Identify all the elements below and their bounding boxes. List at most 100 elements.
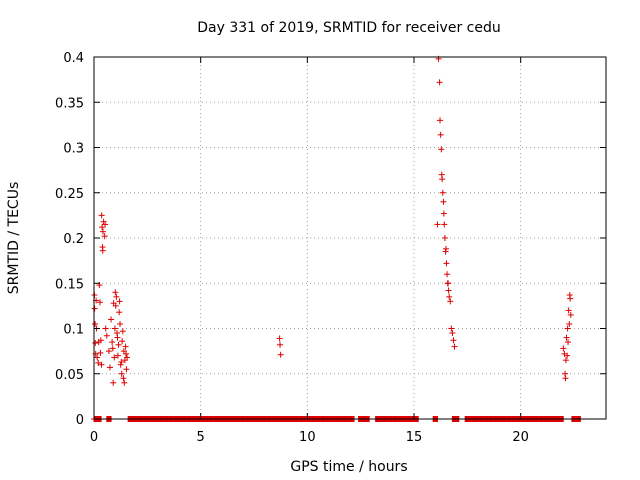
data-point xyxy=(567,295,574,302)
data-point xyxy=(116,298,123,305)
x-tick-label: 5 xyxy=(197,430,205,445)
data-point xyxy=(567,311,574,318)
y-axis-label: SRMTID / TECUs xyxy=(6,182,22,295)
data-point xyxy=(563,334,570,341)
data-point xyxy=(123,366,130,373)
data-point xyxy=(117,361,124,368)
data-point xyxy=(276,335,283,342)
x-tick-label: 10 xyxy=(299,430,316,445)
y-tick-label: 0.1 xyxy=(63,323,84,338)
data-point xyxy=(564,352,571,359)
data-point xyxy=(103,332,110,339)
data-point xyxy=(98,361,105,368)
data-point xyxy=(451,343,458,350)
y-tick-label: 0 xyxy=(76,413,84,428)
data-point xyxy=(97,337,104,344)
y-tick-label: 0.15 xyxy=(55,277,84,292)
data-point xyxy=(102,325,109,332)
data-point xyxy=(560,345,567,352)
y-tick-label: 0.4 xyxy=(63,51,84,66)
data-point xyxy=(111,354,118,361)
data-point xyxy=(112,289,119,296)
data-point xyxy=(441,221,448,228)
data-point xyxy=(566,320,573,327)
data-point xyxy=(100,218,107,225)
data-point xyxy=(92,320,99,327)
data-point xyxy=(448,325,455,332)
data-point xyxy=(96,299,103,306)
data-point xyxy=(108,316,115,323)
data-point xyxy=(277,341,284,348)
data-point xyxy=(109,339,116,346)
axis-ticks xyxy=(93,56,606,420)
data-point xyxy=(437,117,444,124)
data-point xyxy=(110,379,117,386)
data-point xyxy=(113,293,120,300)
data-point xyxy=(99,224,106,231)
data-point xyxy=(101,233,108,240)
data-point xyxy=(107,364,113,371)
data-point xyxy=(443,260,450,267)
data-point xyxy=(436,79,443,86)
data-point xyxy=(120,375,127,382)
data-point xyxy=(438,146,445,153)
data-point xyxy=(114,334,121,341)
data-point xyxy=(565,339,572,346)
data-point xyxy=(450,337,457,344)
x-tick-label: 0 xyxy=(90,430,98,445)
data-point xyxy=(562,375,569,382)
data-point xyxy=(443,245,449,252)
data-point xyxy=(118,370,125,377)
data-point xyxy=(112,302,119,309)
data-point xyxy=(95,359,102,366)
data-point xyxy=(440,198,447,205)
y-tick-label: 0.35 xyxy=(55,96,84,111)
chart-title: Day 331 of 2019, SRMTID for receiver ced… xyxy=(197,20,500,36)
data-point xyxy=(99,228,106,235)
data-point xyxy=(441,235,448,241)
y-tick-label: 0.2 xyxy=(63,232,84,247)
data-point xyxy=(439,189,446,196)
y-tick-label: 0.05 xyxy=(55,368,84,383)
data-point xyxy=(118,358,125,365)
data-point xyxy=(105,348,112,355)
y-tick-label: 0.25 xyxy=(55,187,84,202)
data-point xyxy=(446,293,453,300)
data-point xyxy=(437,131,444,138)
x-tick-labels: 0 5 10 15 20 xyxy=(90,430,529,445)
data-point xyxy=(102,221,109,228)
data-points xyxy=(91,55,584,422)
data-point xyxy=(277,351,284,358)
data-point xyxy=(124,354,131,361)
data-point xyxy=(121,379,128,386)
data-point xyxy=(109,345,116,352)
data-point xyxy=(115,341,122,348)
data-point xyxy=(122,343,129,350)
x-tick-label: 20 xyxy=(512,430,529,445)
data-point xyxy=(123,350,129,357)
data-point xyxy=(91,305,98,312)
data-point xyxy=(92,339,99,346)
data-point xyxy=(439,176,446,183)
data-point xyxy=(117,320,124,327)
grid xyxy=(94,57,606,419)
data-point xyxy=(564,325,571,332)
data-point xyxy=(94,354,101,361)
data-point xyxy=(98,212,105,219)
data-point xyxy=(114,352,121,359)
data-point xyxy=(562,357,569,364)
x-tick-label: 15 xyxy=(406,430,423,445)
data-point xyxy=(99,247,106,254)
data-point xyxy=(447,298,454,305)
data-point xyxy=(449,330,456,337)
data-point xyxy=(97,349,104,356)
y-tick-labels: 0 0.05 0.1 0.15 0.2 0.25 0.3 0.35 0.4 xyxy=(55,51,84,428)
data-point xyxy=(444,271,451,278)
y-tick-label: 0.3 xyxy=(63,142,84,157)
data-point xyxy=(445,287,452,294)
data-point xyxy=(565,307,572,314)
data-point xyxy=(445,280,452,287)
data-point xyxy=(119,338,126,345)
data-point xyxy=(111,325,118,332)
